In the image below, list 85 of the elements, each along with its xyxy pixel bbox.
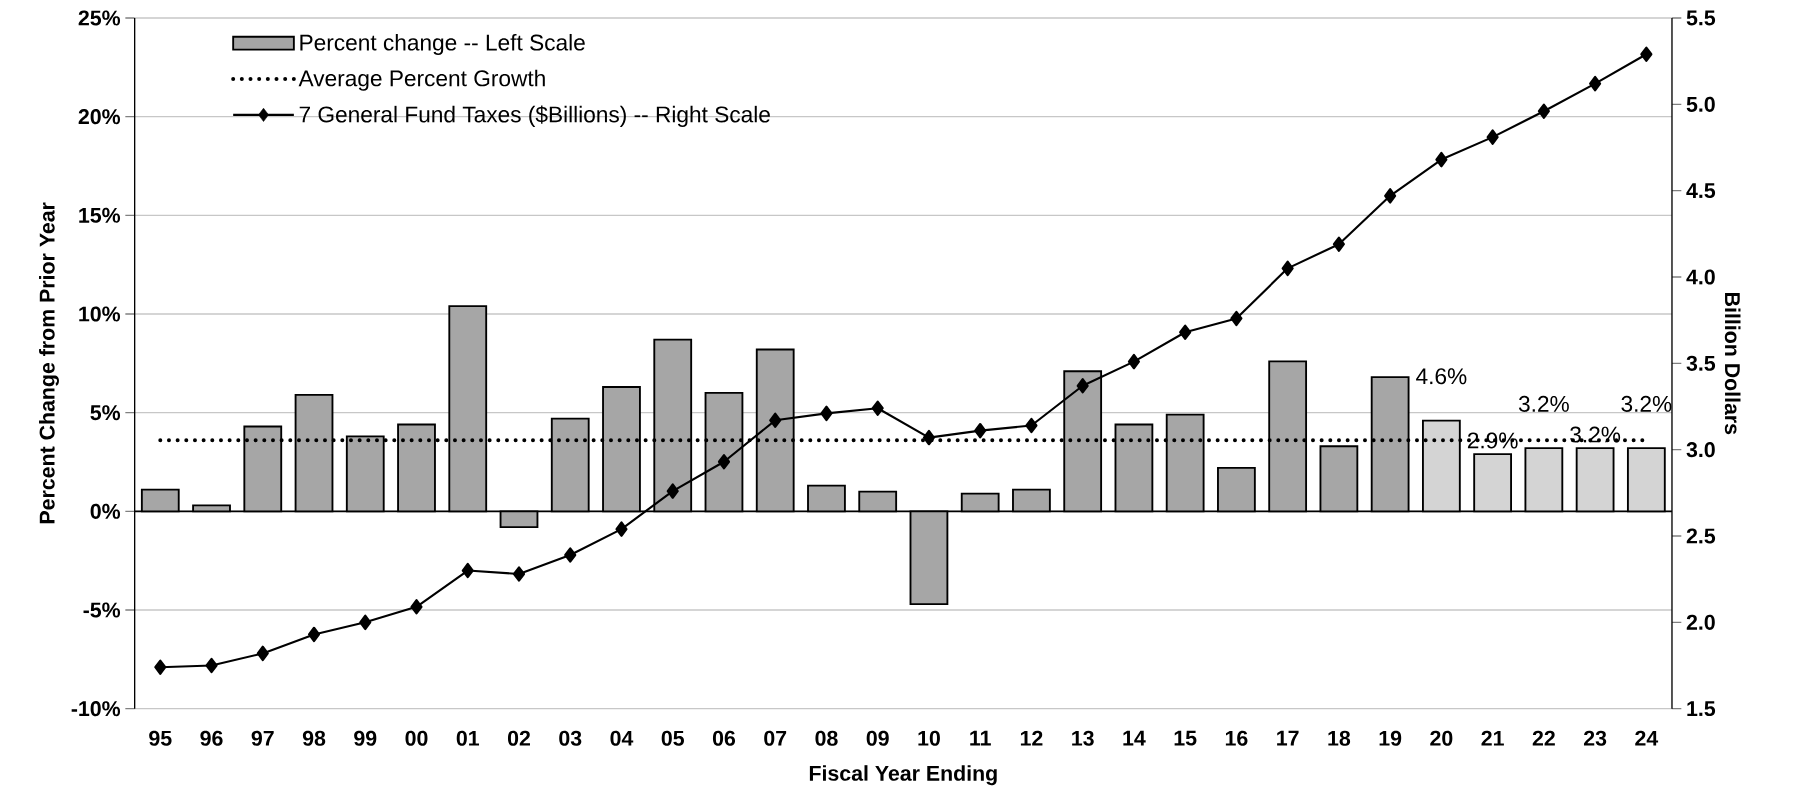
point: [1332, 236, 1345, 252]
y2-tick-label: 3.5: [1686, 355, 1716, 371]
x-tick-label: 24: [1635, 730, 1659, 746]
y-tick-label: 20%: [78, 109, 121, 125]
legend-label: Average Percent Growth: [298, 69, 545, 91]
y2-tick-label: 2.0: [1686, 614, 1715, 630]
point: [974, 422, 987, 439]
point: [1025, 417, 1038, 434]
x-tick-label: 99: [354, 730, 377, 746]
x-tick-label: 18: [1328, 730, 1351, 746]
x-tick-label: 15: [1174, 730, 1197, 746]
point: [256, 645, 269, 662]
x-tick-label: 21: [1481, 730, 1504, 746]
x-tick-label: 97: [251, 730, 274, 746]
x-tick-label: 17: [1277, 730, 1299, 746]
point: [1435, 151, 1448, 168]
y2-tick-label: 4.5: [1686, 183, 1716, 199]
point: [1640, 46, 1653, 62]
x-tick-label: 07: [764, 730, 787, 746]
y-axis-title: Percent Change from Prior Year: [39, 202, 59, 524]
y-tick-label: 25%: [78, 10, 121, 26]
x-tick-label: 06: [712, 730, 736, 746]
point: [307, 626, 321, 643]
point: [820, 405, 833, 422]
x-tick-label: 95: [149, 730, 172, 746]
point: [1537, 103, 1550, 119]
point: [1179, 324, 1192, 340]
x-tick-label: 11: [970, 730, 991, 746]
x-tick-label: 04: [610, 730, 634, 746]
point: [1384, 188, 1397, 204]
x-tick-label: 96: [200, 730, 223, 746]
x-tick-label: 00: [405, 730, 428, 746]
point: [769, 412, 782, 429]
x-tick-label: 10: [918, 730, 940, 746]
x-axis-title: Fiscal Year Ending: [809, 765, 997, 786]
y2-axis-title: Billion Dollars: [1724, 293, 1741, 435]
x-tick-label: 13: [1072, 730, 1094, 746]
point: [512, 566, 526, 582]
y-tick-label: -10%: [71, 701, 121, 717]
x-tick-label: 98: [302, 730, 326, 746]
x-tick-label: 05: [661, 730, 684, 746]
point: [359, 614, 372, 631]
x-tick-label: 14: [1123, 730, 1146, 746]
point: [1076, 378, 1089, 394]
x-tick-label: 22: [1532, 730, 1555, 746]
point: [871, 400, 884, 416]
x-tick-label: 12: [1020, 730, 1043, 746]
y2-tick-label: 5.5: [1686, 10, 1716, 26]
point: [1281, 260, 1294, 277]
y2-tick-label: 5.0: [1686, 96, 1715, 112]
point: [717, 454, 731, 470]
x-tick-label: 08: [815, 730, 838, 746]
point: [1589, 75, 1602, 92]
data-label: 3.2%: [1518, 395, 1569, 412]
point: [666, 483, 679, 499]
y2-tick-label: 4.0: [1686, 269, 1715, 285]
legend-label: 7 General Fund Taxes ($Billions) -- Right Scale: [299, 105, 770, 127]
point: [1230, 310, 1243, 327]
x-tick-label: 16: [1225, 730, 1248, 746]
x-tick-label: 01: [456, 730, 480, 746]
y2-tick-label: 3.0: [1686, 442, 1715, 458]
x-tick-label: 23: [1583, 730, 1607, 746]
point: [205, 657, 218, 674]
point: [922, 429, 936, 446]
point: [410, 599, 423, 615]
y-tick-label: 10%: [79, 306, 121, 322]
point: [564, 547, 577, 563]
point: [1127, 353, 1140, 370]
y-tick-label: 15%: [79, 207, 121, 223]
y2-tick-label: 2.5: [1686, 528, 1716, 544]
x-tick-label: 02: [507, 730, 530, 746]
y2-tick-label: 1.5: [1687, 701, 1716, 717]
x-tick-label: 09: [866, 730, 889, 746]
legend-label: Percent change -- Left Scale: [300, 33, 585, 56]
x-tick-label: 03: [559, 730, 582, 746]
x-tick-label: 19: [1379, 730, 1402, 746]
point: [154, 659, 167, 675]
data-label: 4.6%: [1416, 368, 1467, 385]
y-tick-label: 0%: [90, 503, 121, 519]
x-tick-label: 20: [1430, 730, 1453, 746]
point: [1486, 129, 1499, 145]
y-tick-label: 5%: [90, 405, 121, 421]
point: [461, 562, 474, 579]
point: [615, 521, 628, 537]
y-tick-label: -5%: [83, 602, 121, 618]
